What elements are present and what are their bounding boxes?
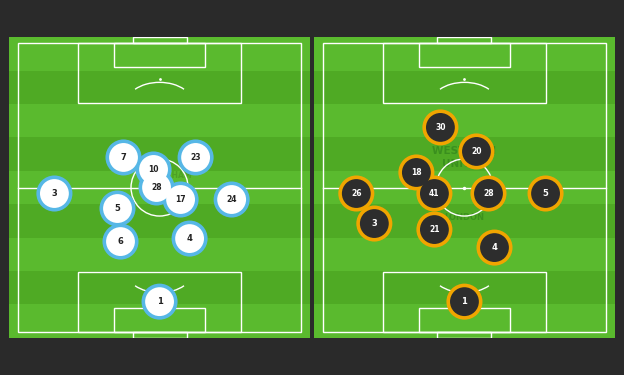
Circle shape	[166, 185, 195, 214]
Text: 24: 24	[227, 195, 237, 204]
Circle shape	[420, 179, 449, 208]
Circle shape	[462, 137, 491, 166]
Text: 3: 3	[371, 219, 377, 228]
Bar	[314, 37, 615, 70]
Circle shape	[103, 194, 132, 223]
Bar	[437, 332, 492, 338]
Text: 1: 1	[462, 297, 467, 306]
Bar	[314, 204, 615, 238]
Text: 26: 26	[351, 189, 361, 198]
Circle shape	[422, 110, 459, 146]
Circle shape	[338, 176, 374, 211]
Circle shape	[474, 179, 503, 208]
Circle shape	[178, 140, 213, 176]
Text: 20: 20	[471, 147, 482, 156]
Bar	[419, 308, 510, 332]
Circle shape	[213, 182, 250, 218]
Bar	[79, 44, 241, 104]
Bar	[132, 37, 187, 44]
Bar	[314, 104, 615, 137]
Text: 30: 30	[435, 123, 446, 132]
Circle shape	[217, 185, 246, 214]
Circle shape	[142, 173, 171, 202]
Text: 4: 4	[492, 243, 497, 252]
Circle shape	[446, 284, 482, 320]
Text: LONDON: LONDON	[444, 213, 484, 222]
Circle shape	[398, 154, 434, 190]
Circle shape	[142, 284, 178, 320]
Text: 41: 41	[429, 189, 440, 198]
Circle shape	[426, 113, 455, 142]
Bar	[437, 37, 492, 44]
Bar	[383, 44, 545, 104]
Bar	[314, 238, 615, 271]
Circle shape	[527, 176, 563, 211]
Bar	[314, 137, 615, 171]
Circle shape	[450, 287, 479, 316]
Bar	[9, 171, 310, 204]
Bar	[314, 70, 615, 104]
Text: 17: 17	[175, 195, 186, 204]
Circle shape	[105, 140, 142, 176]
Text: 4: 4	[187, 234, 193, 243]
Circle shape	[477, 230, 512, 266]
Circle shape	[175, 224, 204, 253]
Circle shape	[480, 233, 509, 262]
Text: 5: 5	[543, 189, 548, 198]
Text: 23: 23	[190, 153, 201, 162]
Bar	[383, 272, 545, 332]
Circle shape	[402, 158, 431, 187]
Bar	[314, 171, 615, 204]
Circle shape	[36, 176, 72, 211]
Circle shape	[342, 179, 371, 208]
Bar	[114, 308, 205, 332]
Bar	[314, 271, 615, 304]
Circle shape	[99, 190, 135, 226]
Circle shape	[531, 179, 560, 208]
Circle shape	[163, 182, 198, 218]
Bar	[9, 104, 310, 137]
Text: 21: 21	[429, 225, 440, 234]
Bar	[132, 332, 187, 338]
Circle shape	[181, 143, 210, 172]
Circle shape	[416, 176, 452, 211]
Text: 7: 7	[120, 153, 127, 162]
Circle shape	[470, 176, 507, 211]
Circle shape	[139, 170, 175, 206]
Bar	[9, 238, 310, 271]
Circle shape	[106, 227, 135, 256]
Circle shape	[102, 224, 139, 260]
Circle shape	[356, 206, 392, 242]
Text: 6: 6	[117, 237, 124, 246]
Bar	[9, 304, 310, 338]
Bar	[314, 304, 615, 338]
Circle shape	[40, 179, 69, 208]
Circle shape	[420, 215, 449, 244]
Bar	[9, 204, 310, 238]
Bar	[114, 44, 205, 68]
Circle shape	[416, 211, 452, 248]
Text: 1: 1	[157, 297, 162, 306]
Bar	[9, 37, 310, 70]
Circle shape	[139, 155, 168, 184]
Circle shape	[459, 134, 494, 170]
Bar	[9, 137, 310, 171]
Text: WEST HAM
UNITED: WEST HAM UNITED	[432, 146, 497, 169]
Text: 18: 18	[411, 168, 422, 177]
Bar	[419, 44, 510, 68]
Circle shape	[145, 287, 174, 316]
Circle shape	[172, 220, 208, 256]
Text: 5: 5	[115, 204, 120, 213]
Circle shape	[135, 152, 172, 188]
Bar	[9, 271, 310, 304]
Text: 3: 3	[52, 189, 57, 198]
Circle shape	[109, 143, 138, 172]
Bar	[79, 272, 241, 332]
Text: 10: 10	[149, 165, 158, 174]
Text: TOTTENHAM
HOTSPUR: TOTTENHAM HOTSPUR	[139, 171, 193, 192]
Circle shape	[360, 209, 389, 238]
Text: 28: 28	[483, 189, 494, 198]
Bar	[9, 70, 310, 104]
Text: 28: 28	[151, 183, 162, 192]
